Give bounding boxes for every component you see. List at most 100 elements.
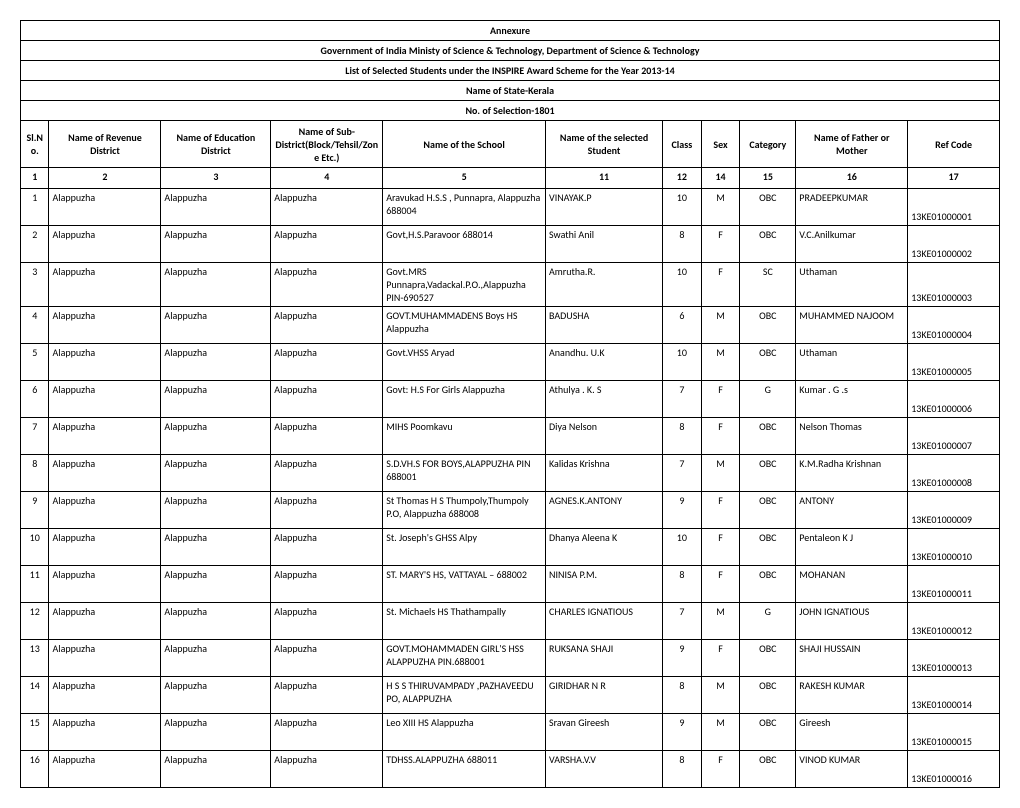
cell-subdistrict: Alappuzha: [271, 381, 383, 418]
cell-ref: 13KE01000002: [908, 226, 1000, 263]
cell-sex: F: [701, 566, 740, 603]
table-row: 3AlappuzhaAlappuzhaAlappuzhaGovt.MRS Pun…: [21, 263, 1000, 307]
cell-school: St. Joseph's GHSS Alpy: [383, 529, 546, 566]
col-revenue: Name of Revenue District: [49, 121, 161, 168]
cell-slno: 2: [21, 226, 49, 263]
header-annexure: Annexure: [21, 21, 1000, 41]
cell-slno: 11: [21, 566, 49, 603]
cell-education: Alappuzha: [161, 189, 271, 226]
cell-school: Govt,H.S.Paravoor 688014: [383, 226, 546, 263]
num-subdistrict: 4: [271, 168, 383, 189]
cell-father: V.C.Anilkumar: [796, 226, 908, 263]
cell-ref: 13KE01000011: [908, 566, 1000, 603]
cell-father: Uthaman: [796, 263, 908, 307]
cell-father: MOHANAN: [796, 566, 908, 603]
table-row: 8AlappuzhaAlappuzhaAlappuzhaS.D.VH.S FOR…: [21, 455, 1000, 492]
cell-revenue: Alappuzha: [49, 344, 161, 381]
cell-school: GOVT.MOHAMMADEN GIRL'S HSS ALAPPUZHA PIN…: [383, 640, 546, 677]
cell-father: JOHN IGNATIOUS: [796, 603, 908, 640]
cell-student: Sravan Gireesh: [546, 714, 663, 751]
cell-education: Alappuzha: [161, 492, 271, 529]
cell-ref: 13KE01000005: [908, 344, 1000, 381]
num-father: 16: [796, 168, 908, 189]
cell-education: Alappuzha: [161, 455, 271, 492]
num-class: 12: [663, 168, 702, 189]
header-state: Name of State-Kerala: [21, 81, 1000, 101]
cell-student: Swathi Anil: [546, 226, 663, 263]
cell-slno: 3: [21, 263, 49, 307]
cell-category: OBC: [740, 492, 796, 529]
cell-class: 7: [663, 381, 702, 418]
col-sex: Sex: [701, 121, 740, 168]
cell-student: CHARLES IGNATIOUS: [546, 603, 663, 640]
table-row: 6AlappuzhaAlappuzhaAlappuzhaGovt: H.S Fo…: [21, 381, 1000, 418]
cell-category: OBC: [740, 529, 796, 566]
cell-slno: 8: [21, 455, 49, 492]
cell-sex: F: [701, 492, 740, 529]
cell-sex: M: [701, 344, 740, 381]
header-ministry: Government of India Ministy of Science &…: [21, 41, 1000, 61]
cell-category: G: [740, 381, 796, 418]
table-row: 10AlappuzhaAlappuzhaAlappuzhaSt. Joseph'…: [21, 529, 1000, 566]
cell-ref: 13KE01000001: [908, 189, 1000, 226]
cell-slno: 15: [21, 714, 49, 751]
cell-slno: 10: [21, 529, 49, 566]
cell-education: Alappuzha: [161, 751, 271, 788]
cell-slno: 5: [21, 344, 49, 381]
cell-father: SHAJI HUSSAIN: [796, 640, 908, 677]
cell-subdistrict: Alappuzha: [271, 492, 383, 529]
cell-father: Gireesh: [796, 714, 908, 751]
cell-category: OBC: [740, 418, 796, 455]
main-table: Annexure Government of India Ministy of …: [20, 20, 1000, 788]
cell-school: Govt.VHSS Aryad: [383, 344, 546, 381]
cell-father: Pentaleon K J: [796, 529, 908, 566]
cell-ref: 13KE01000008: [908, 455, 1000, 492]
cell-father: Kumar . G .s: [796, 381, 908, 418]
col-ref: Ref Code: [908, 121, 1000, 168]
table-row: 2AlappuzhaAlappuzhaAlappuzhaGovt,H.S.Par…: [21, 226, 1000, 263]
cell-education: Alappuzha: [161, 529, 271, 566]
cell-category: OBC: [740, 226, 796, 263]
table-row: 13AlappuzhaAlappuzhaAlappuzhaGOVT.MOHAMM…: [21, 640, 1000, 677]
cell-student: Athulya . K. S: [546, 381, 663, 418]
col-subdistrict: Name of Sub-District(Block/Tehsil/Zone E…: [271, 121, 383, 168]
cell-student: NINISA P.M.: [546, 566, 663, 603]
cell-ref: 13KE01000012: [908, 603, 1000, 640]
column-header-row: Sl.No. Name of Revenue District Name of …: [21, 121, 1000, 168]
cell-school: Leo XIII HS Alappuzha: [383, 714, 546, 751]
cell-category: G: [740, 603, 796, 640]
table-row: 12AlappuzhaAlappuzhaAlappuzhaSt. Michael…: [21, 603, 1000, 640]
table-row: 16AlappuzhaAlappuzhaAlappuzhaTDHSS.ALAPP…: [21, 751, 1000, 788]
cell-subdistrict: Alappuzha: [271, 677, 383, 714]
cell-subdistrict: Alappuzha: [271, 455, 383, 492]
cell-education: Alappuzha: [161, 714, 271, 751]
cell-student: Anandhu. U.K: [546, 344, 663, 381]
cell-ref: 13KE01000009: [908, 492, 1000, 529]
cell-school: Govt: H.S For Girls Alappuzha: [383, 381, 546, 418]
header-selection: No. of Selection-1801: [21, 101, 1000, 121]
num-education: 3: [161, 168, 271, 189]
table-row: 1AlappuzhaAlappuzhaAlappuzhaAravukad H.S…: [21, 189, 1000, 226]
table-row: 5AlappuzhaAlappuzhaAlappuzhaGovt.VHSS Ar…: [21, 344, 1000, 381]
cell-father: MUHAMMED NAJOOM: [796, 307, 908, 344]
cell-category: OBC: [740, 640, 796, 677]
cell-class: 9: [663, 640, 702, 677]
cell-class: 8: [663, 677, 702, 714]
cell-slno: 12: [21, 603, 49, 640]
cell-student: GIRIDHAR N R: [546, 677, 663, 714]
num-student: 11: [546, 168, 663, 189]
cell-ref: 13KE01000015: [908, 714, 1000, 751]
cell-slno: 7: [21, 418, 49, 455]
cell-subdistrict: Alappuzha: [271, 344, 383, 381]
cell-sex: F: [701, 751, 740, 788]
cell-sex: F: [701, 263, 740, 307]
cell-father: Nelson Thomas: [796, 418, 908, 455]
cell-student: BADUSHA: [546, 307, 663, 344]
num-sex: 14: [701, 168, 740, 189]
col-slno: Sl.No.: [21, 121, 49, 168]
cell-school: St. Michaels HS Thathampally: [383, 603, 546, 640]
cell-student: Diya Nelson: [546, 418, 663, 455]
cell-subdistrict: Alappuzha: [271, 418, 383, 455]
cell-subdistrict: Alappuzha: [271, 714, 383, 751]
cell-category: OBC: [740, 677, 796, 714]
